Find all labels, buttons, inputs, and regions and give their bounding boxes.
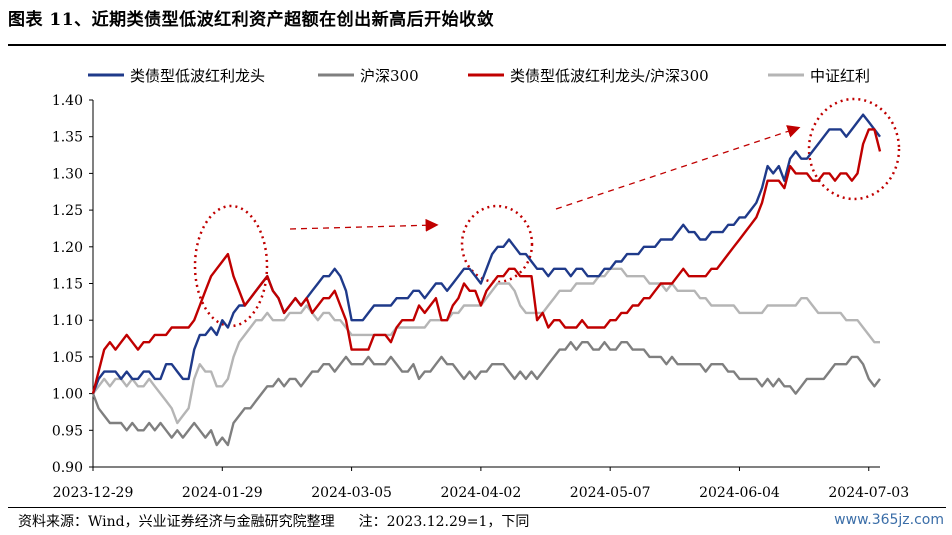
x-tick-label: 2024-07-03 — [828, 485, 909, 501]
legend-label-3: 中证红利 — [810, 67, 870, 85]
series-line-2 — [91, 128, 882, 394]
highlight-ellipse — [807, 97, 901, 201]
y-tick-label: 1.05 — [52, 350, 83, 366]
y-tick-label: 1.10 — [52, 313, 83, 329]
series-line-1 — [91, 341, 881, 447]
footer-rule — [8, 507, 946, 508]
trend-arrow — [289, 218, 439, 232]
chart-axes: 0.90 0.95 1.00 1.05 1.10 1.15 1.20 1.25 1.30 1.35… — [52, 93, 909, 501]
chart-legend: 类债型低波红利龙头 沪深300 类债型低波红利龙头/沪深300 中证红利 — [88, 67, 870, 85]
legend-label-1: 沪深300 — [360, 67, 419, 85]
y-tick-label: 1.30 — [52, 166, 83, 182]
title-rule — [8, 44, 946, 46]
watermark: www.365jz.com — [834, 512, 944, 528]
y-tick-label: 0.95 — [52, 423, 83, 439]
trend-arrow — [555, 125, 801, 210]
legend-label-0: 类债型低波红利龙头 — [130, 67, 265, 85]
x-tick-label: 2024-05-07 — [570, 485, 651, 501]
highlight-ellipse — [460, 204, 534, 284]
y-tick-label: 1.35 — [52, 130, 83, 146]
x-tick-label: 2024-03-05 — [311, 485, 392, 501]
y-tick-label: 1.20 — [52, 240, 83, 256]
chart-title: 图表 11、近期类债型低波红利资产超额在创出新高后开始收敛 — [8, 10, 495, 30]
x-tick-label: 2023-12-29 — [53, 485, 134, 501]
y-tick-label: 1.40 — [52, 93, 83, 109]
note-text: 注：2023.12.29=1，下同 — [358, 514, 530, 530]
y-tick-label: 1.25 — [52, 203, 83, 219]
highlight-ellipse — [193, 204, 269, 328]
x-tick-label: 2024-04-02 — [441, 485, 522, 501]
legend-label-2: 类债型低波红利龙头/沪深300 — [510, 67, 709, 85]
y-tick-label: 0.90 — [52, 460, 83, 476]
x-tick-label: 2024-06-04 — [699, 485, 780, 501]
source-text: 资料来源：Wind，兴业证券经济与金融研究院整理 — [18, 514, 335, 530]
x-tick-label: 2024-01-29 — [182, 485, 263, 501]
series-line-0 — [91, 113, 881, 395]
footer: 资料来源：Wind，兴业证券经济与金融研究院整理 注：2023.12.29=1，下… — [18, 511, 529, 531]
y-tick-label: 1.00 — [52, 387, 83, 403]
y-tick-label: 1.15 — [52, 277, 83, 293]
series-line-3 — [92, 267, 880, 425]
chart-plot-area — [91, 113, 882, 447]
chart-annotations — [193, 97, 901, 328]
